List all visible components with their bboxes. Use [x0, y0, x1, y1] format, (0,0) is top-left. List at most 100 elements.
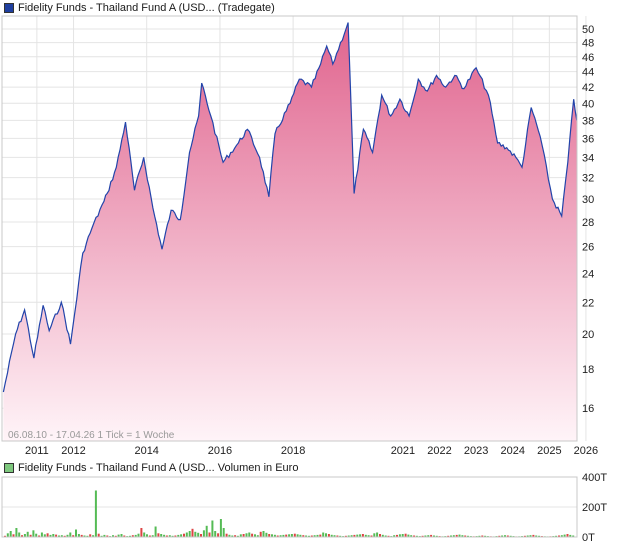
volume-bar: [217, 533, 220, 538]
volume-bar: [211, 520, 214, 537]
volume-bar: [219, 519, 222, 537]
volume-bar: [296, 534, 299, 537]
volume-bar: [40, 532, 43, 537]
volume-bar: [236, 535, 239, 537]
volume-bar: [555, 535, 558, 537]
volume-bar: [140, 528, 143, 537]
volume-bar: [387, 535, 390, 537]
price-y-tick-label: 26: [582, 242, 594, 254]
volume-bar: [75, 529, 77, 537]
volume-bar: [163, 534, 166, 538]
volume-legend-swatch: [4, 463, 14, 473]
volume-bar: [9, 531, 12, 537]
volume-bar: [60, 535, 63, 537]
volume-bar: [336, 535, 339, 537]
volume-y-tick-label: 200T: [582, 502, 607, 514]
volume-bar: [52, 534, 55, 537]
volume-bar: [310, 535, 313, 537]
volume-bar: [271, 534, 273, 537]
price-x-tick-label: 2023: [464, 445, 488, 457]
volume-bar: [32, 530, 35, 538]
volume-bar: [319, 534, 322, 537]
volume-bar: [563, 534, 566, 537]
price-x-tick-label: 2026: [574, 445, 598, 457]
volume-bar: [529, 535, 532, 537]
volume-bar: [254, 534, 256, 537]
volume-bar: [316, 534, 319, 537]
volume-bar: [305, 535, 308, 537]
volume-bar: [180, 534, 183, 537]
volume-bar: [239, 534, 242, 537]
volume-bar: [129, 535, 131, 537]
volume-bar: [97, 533, 100, 537]
volume-bar: [208, 532, 211, 537]
volume-gridlines: [2, 476, 577, 538]
price-y-tick-label: 28: [582, 217, 594, 229]
volume-bar: [455, 534, 458, 537]
volume-bar: [143, 532, 146, 537]
price-y-tick-label: 42: [582, 82, 594, 94]
volume-legend-text: Fidelity Funds - Thailand Fund A (USD...…: [18, 462, 299, 474]
volume-bar: [333, 535, 336, 537]
price-x-tick-label: 2021: [391, 445, 415, 457]
price-y-tick-label: 36: [582, 133, 594, 145]
volume-bar: [288, 534, 291, 537]
volume-bar: [160, 534, 163, 537]
volume-bar: [415, 535, 418, 537]
volume-y-tick-label: 0T: [582, 532, 595, 544]
volume-bar: [407, 534, 410, 537]
volume-bar: [89, 534, 92, 537]
volume-bar: [398, 534, 401, 537]
volume-bar: [259, 531, 262, 538]
volume-bar: [410, 535, 413, 537]
volume-bar: [285, 534, 288, 537]
volume-bar: [4, 535, 6, 537]
price-legend: Fidelity Funds - Thailand Fund A (USD...…: [4, 1, 275, 15]
price-y-tick-label: 22: [582, 297, 594, 309]
volume-bar: [509, 535, 512, 537]
volume-bar: [401, 534, 404, 537]
price-y-axis: 16 18 20 22 24 26 28 30 32 34 36 38 40 42 44 46 48 50: [582, 24, 594, 415]
volume-bar: [120, 534, 123, 537]
volume-bar: [538, 535, 541, 537]
volume-bar: [6, 533, 9, 538]
volume-bar: [461, 535, 464, 537]
volume-bar: [532, 534, 535, 537]
volume-bar: [433, 535, 435, 537]
price-x-tick-label: 2011: [25, 445, 49, 457]
volume-bar: [526, 535, 529, 537]
volume-bar: [523, 535, 526, 537]
price-y-tick-label: 40: [582, 98, 594, 110]
volume-bar: [171, 535, 174, 537]
volume-bar: [46, 533, 49, 538]
volume-bar: [183, 533, 185, 537]
price-x-tick-label: 2018: [281, 445, 305, 457]
volume-bar: [498, 535, 501, 537]
volume-bar: [381, 534, 384, 538]
volume-bar: [157, 533, 160, 538]
volume-bar: [396, 534, 398, 537]
volume-bar: [100, 535, 103, 537]
volume-bar: [251, 533, 254, 537]
volume-bar: [248, 532, 251, 537]
volume-bar: [38, 535, 41, 537]
price-x-axis: 2011 2012 2014 2016 2018 2021 2022 2023 2024 2025…: [25, 445, 598, 457]
volume-bar: [245, 533, 248, 538]
volume-bar: [21, 535, 23, 537]
volume-bar: [308, 535, 310, 537]
volume-bar: [63, 535, 66, 537]
volume-bar: [569, 534, 572, 537]
volume-y-axis: 0T 200T 400T: [582, 472, 607, 544]
volume-bar: [344, 535, 347, 537]
volume-bar: [191, 528, 194, 538]
volume-bar: [364, 534, 367, 538]
volume-bar: [353, 534, 356, 537]
volume-y-tick-label: 400T: [582, 472, 607, 484]
volume-bar: [35, 533, 38, 537]
price-x-tick-label: 2014: [134, 445, 158, 457]
volume-bar: [370, 535, 373, 537]
volume-bar: [123, 535, 126, 537]
price-y-tick-label: 32: [582, 173, 594, 185]
volume-bar: [484, 535, 487, 537]
volume-bar: [379, 534, 381, 537]
